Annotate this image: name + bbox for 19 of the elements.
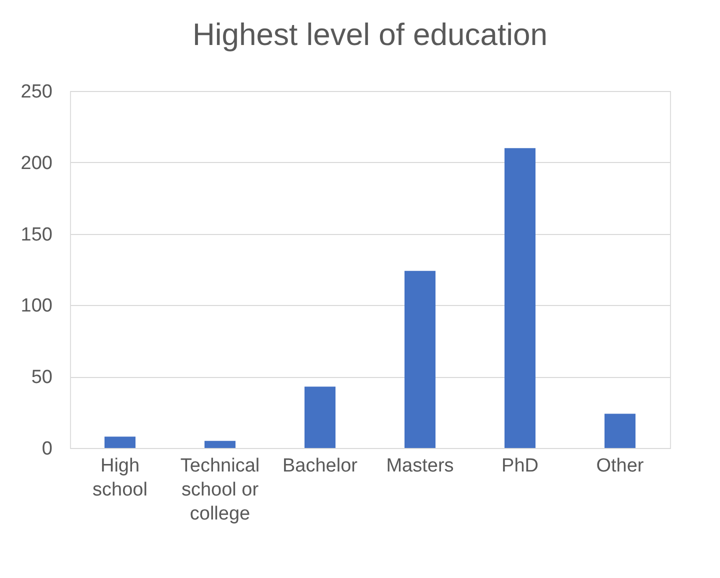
x-tick-label: PhD <box>502 456 538 476</box>
y-tick-label: 100 <box>20 296 52 317</box>
y-tick-label: 200 <box>20 152 52 174</box>
bar <box>604 414 636 448</box>
y-tick-label: 50 <box>31 367 52 388</box>
bar <box>504 148 536 448</box>
bar <box>204 440 236 448</box>
x-tick-label: Masters <box>386 456 454 476</box>
y-tick-label: 150 <box>20 224 52 246</box>
chart-title: Highest level of education <box>192 17 548 52</box>
y-tick-label: 0 <box>42 438 52 460</box>
x-tick-label: High school <box>92 456 148 500</box>
bar <box>404 270 436 448</box>
x-tick-label: Technical school or college <box>180 456 260 524</box>
bar <box>304 386 336 448</box>
y-tick-label: 250 <box>20 82 52 102</box>
x-tick-label: Other <box>596 456 644 476</box>
bar <box>104 436 136 448</box>
x-tick-label: Bachelor <box>282 456 358 476</box>
